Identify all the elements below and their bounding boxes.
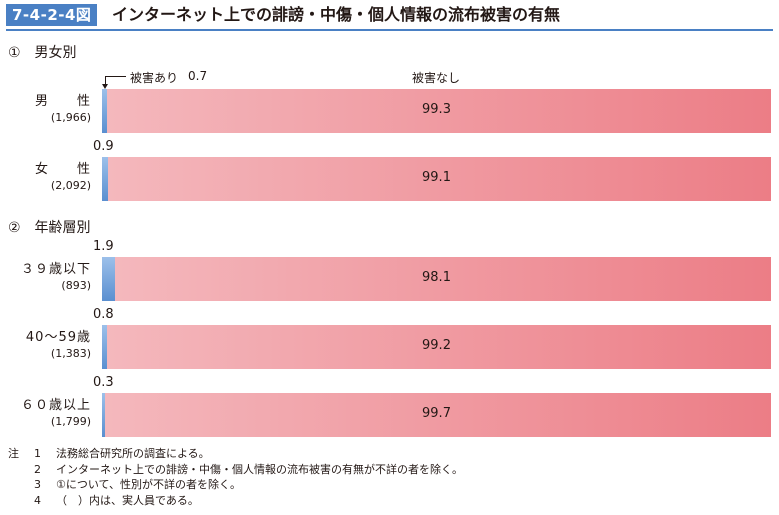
row-category-label: 40～59歳	[25, 330, 91, 345]
row-category-label: 女 性	[34, 162, 91, 177]
row-category-label: ６０歳以上	[20, 398, 91, 413]
legend-not-damaged-label: 被害なし	[412, 71, 461, 85]
legend-arrow-icon	[102, 84, 108, 89]
bar-not-damaged	[107, 325, 771, 369]
note-text: 法務総合研究所の調査による。	[56, 447, 210, 460]
note-number: 3	[34, 478, 41, 491]
figure-number-badge: 7-4-2-4図	[6, 4, 98, 26]
note-number: 1	[34, 447, 41, 460]
note-item: 3 ①について、性別が不詳の者を除く。	[8, 477, 463, 493]
bar-value-not-damaged: 98.1	[422, 270, 451, 285]
header-rule	[6, 29, 773, 31]
figure-title: インターネット上での誹謗・中傷・個人情報の流布被害の有無	[112, 5, 561, 24]
bar-value-not-damaged: 99.7	[422, 406, 451, 421]
figure-header: 7-4-2-4図 インターネット上での誹謗・中傷・個人情報の流布被害の有無	[0, 0, 779, 31]
row-label: 男 性 (1,966)	[35, 93, 91, 125]
row-label: 女 性 (2,092)	[35, 161, 91, 193]
row-count-label: (2,092)	[50, 179, 91, 192]
bar-not-damaged	[106, 89, 771, 133]
bar-value-not-damaged: 99.3	[422, 102, 451, 117]
bar-row: 98.1	[102, 257, 771, 301]
bar-row: 99.3	[102, 89, 771, 133]
bar-row: 99.2	[102, 325, 771, 369]
bar-not-damaged	[114, 257, 771, 301]
note-item: 注 1 法務総合研究所の調査による。	[8, 446, 463, 462]
note-mark: 注	[8, 447, 19, 460]
bar-not-damaged	[105, 393, 771, 437]
bar-row: 99.7	[102, 393, 771, 437]
row-count-label: (893)	[61, 279, 91, 292]
row-count-label: (1,966)	[50, 111, 91, 124]
row-category-label: 男 性	[34, 94, 91, 109]
note-item: 4 （ ）内は、実人員である。	[8, 493, 463, 509]
notes: 注 1 法務総合研究所の調査による。 2 インターネット上での誹謗・中傷・個人情報の流…	[8, 446, 463, 508]
note-item: 2 インターネット上での誹謗・中傷・個人情報の流布被害の有無が不詳の者を除く。	[8, 462, 463, 478]
row-count-label: (1,383)	[50, 347, 91, 360]
bar-damaged	[102, 325, 108, 369]
bar-value-damaged: 0.9	[93, 139, 114, 154]
section-title-age: ② 年齢層別	[8, 220, 91, 236]
row-category-label: ３９歳以下	[20, 262, 91, 277]
note-number: 2	[34, 462, 41, 476]
bar-value-damaged: 0.8	[93, 307, 114, 322]
section-title-gender: ① 男女別	[8, 45, 77, 61]
row-label: ６０歳以上 (1,799)	[21, 397, 91, 429]
bar-value-damaged: 0.7	[188, 69, 208, 83]
bar-damaged	[102, 89, 107, 133]
bar-value-not-damaged: 99.1	[422, 170, 451, 185]
legend-leader-line	[105, 76, 126, 77]
row-label: ３９歳以下 (893)	[21, 261, 91, 293]
bar-value-damaged: 1.9	[93, 239, 114, 254]
bar-damaged	[102, 393, 105, 437]
row-count-label: (1,799)	[50, 415, 91, 428]
note-text: ①について、性別が不詳の者を除く。	[56, 478, 241, 491]
note-number: 4	[34, 493, 41, 507]
bar-damaged	[102, 157, 109, 201]
legend-leader-tick	[105, 76, 106, 85]
bar-damaged	[102, 257, 115, 301]
bar-value-not-damaged: 99.2	[422, 338, 451, 353]
row-label: 40～59歳 (1,383)	[26, 329, 91, 361]
legend-damaged-label: 被害あり	[130, 71, 179, 85]
bar-not-damaged	[108, 157, 771, 201]
note-text: （ ）内は、実人員である。	[56, 493, 199, 507]
note-text: インターネット上での誹謗・中傷・個人情報の流布被害の有無が不詳の者を除く。	[56, 462, 463, 476]
bar-row: 99.1	[102, 157, 771, 201]
bar-value-damaged: 0.3	[93, 375, 114, 390]
